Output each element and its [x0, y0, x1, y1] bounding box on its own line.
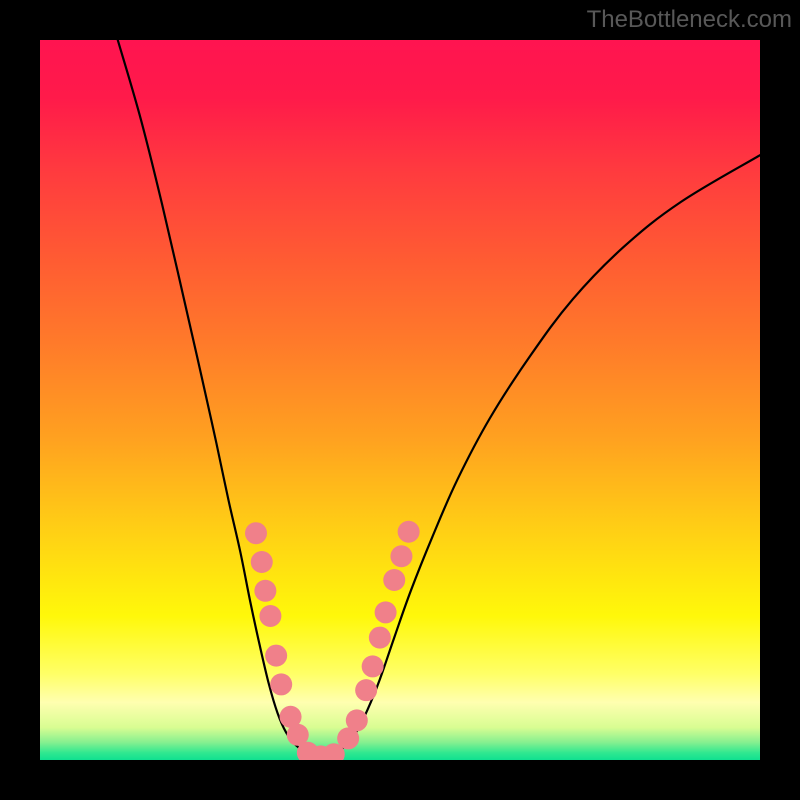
data-marker	[383, 569, 405, 591]
curve-layer	[40, 40, 760, 760]
data-marker	[375, 601, 397, 623]
data-marker	[390, 545, 412, 567]
data-marker	[245, 522, 267, 544]
plot-area	[40, 40, 760, 760]
root-container: TheBottleneck.com	[0, 0, 800, 800]
bottleneck-curve	[118, 40, 760, 755]
data-marker	[251, 551, 273, 573]
data-marker	[355, 679, 377, 701]
data-marker	[254, 580, 276, 602]
watermark-text: TheBottleneck.com	[587, 6, 792, 34]
data-marker	[362, 655, 384, 677]
data-marker	[270, 673, 292, 695]
data-marker	[398, 521, 420, 543]
data-marker	[346, 709, 368, 731]
data-marker	[259, 605, 281, 627]
data-marker	[369, 627, 391, 649]
data-marker	[265, 645, 287, 667]
